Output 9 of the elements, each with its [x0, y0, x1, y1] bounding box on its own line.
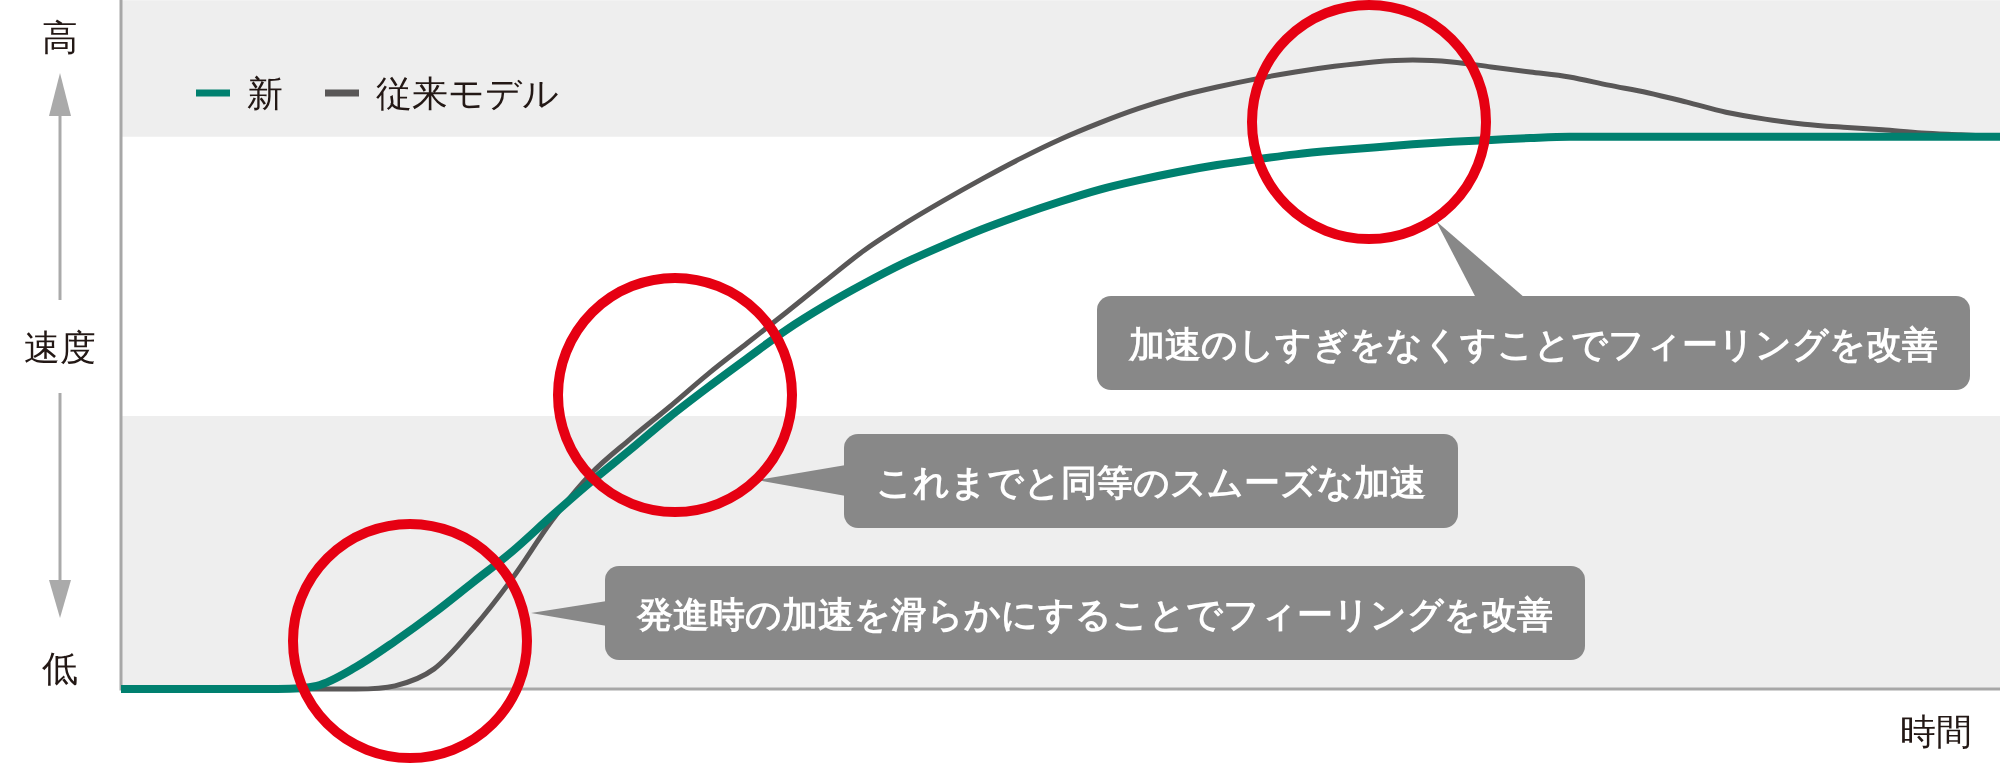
annotation: 加速のしすぎをなくすことでフィーリングを改善	[1128, 323, 1938, 365]
x-axis-title: 時間	[1900, 710, 1972, 752]
annotation: これまでと同等のスムーズな加速	[876, 461, 1426, 503]
y-axis-title: 速度	[24, 326, 96, 368]
legend-label: 従来モデル	[376, 72, 559, 114]
text: 低	[42, 647, 78, 689]
legend-label: 新	[247, 72, 283, 114]
annotation: 発進時の加速を滑らかにすることでフィーリングを改善	[636, 593, 1553, 635]
text: 高	[42, 16, 78, 58]
